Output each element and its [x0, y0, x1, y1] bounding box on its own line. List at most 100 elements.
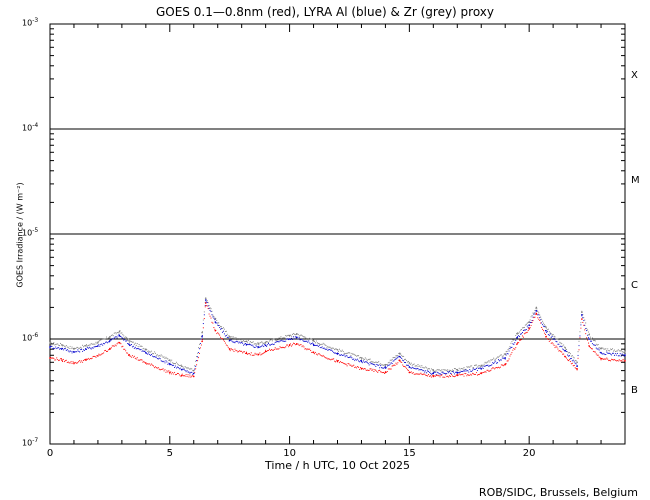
trace-dot [612, 359, 615, 361]
trace-dot [259, 352, 261, 354]
trace-dot [96, 345, 98, 347]
trace-dot [481, 372, 483, 374]
trace-dot [319, 344, 321, 346]
trace-dot [514, 342, 516, 344]
data-point [168, 363, 171, 365]
trace-dot [275, 340, 277, 342]
trace-dot [227, 346, 229, 348]
trace-dot [113, 337, 115, 339]
trace-dot [216, 322, 218, 324]
trace-dot [355, 358, 357, 360]
trace-dot [83, 345, 86, 347]
data-point [204, 299, 207, 301]
trace-dot [94, 343, 96, 345]
trace-dot [247, 339, 249, 341]
trace-dot [200, 338, 202, 340]
trace-dot [88, 359, 90, 361]
trace-dot [538, 312, 540, 314]
trace-dot [465, 373, 467, 375]
trace-dot [488, 360, 490, 362]
trace-dot [203, 311, 205, 313]
trace-dot [91, 343, 93, 345]
trace-dot [155, 356, 157, 358]
trace-dot [70, 348, 72, 350]
trace-dot [476, 366, 478, 368]
trace-dot [500, 354, 502, 356]
trace-dot [432, 374, 434, 376]
trace-dot [96, 343, 98, 345]
trace-dot [423, 367, 425, 369]
trace-dot [453, 376, 455, 378]
trace-dot [397, 356, 399, 358]
trace-dot [602, 353, 604, 355]
trace-dot [256, 346, 258, 348]
trace-dot [394, 364, 396, 366]
trace-dot [51, 344, 53, 346]
data-point [360, 357, 363, 359]
trace-dot [421, 369, 423, 371]
trace-dot [533, 313, 535, 316]
trace-dot [279, 340, 281, 342]
trace-dot [221, 331, 224, 333]
trace-dot [470, 373, 472, 375]
trace-dot [395, 355, 397, 357]
trace-dot [239, 341, 241, 343]
trace-dot [620, 349, 622, 352]
trace-dot [364, 368, 366, 370]
trace-dot [315, 353, 317, 355]
trace-dot [415, 368, 417, 370]
trace-dot [60, 358, 63, 360]
trace-dot [185, 374, 187, 376]
trace-dot [310, 338, 312, 340]
trace-dot [245, 340, 248, 342]
trace-dot [435, 374, 437, 377]
trace-dot [494, 359, 496, 361]
y-tick-label: 10-7 [22, 437, 39, 448]
trace-dot [419, 365, 421, 367]
trace-dot [146, 363, 148, 365]
trace-dot [601, 353, 603, 355]
trace-dot [542, 330, 545, 332]
trace-dot [527, 330, 529, 332]
trace-dot [377, 371, 379, 373]
trace-dot [454, 368, 456, 370]
data-point [61, 359, 63, 361]
trace-dot [560, 345, 562, 347]
trace-dot [606, 357, 608, 359]
trace-dot [177, 372, 179, 375]
trace-dot [442, 372, 444, 374]
trace-dot [197, 351, 200, 354]
trace-dot [149, 354, 151, 356]
trace-dot [435, 373, 437, 376]
trace-dot [256, 343, 258, 345]
data-point [312, 343, 315, 346]
trace-dot [191, 371, 193, 373]
trace-dot [620, 355, 622, 357]
trace-dot [237, 341, 239, 343]
trace-dot [559, 346, 561, 348]
trace-dot [567, 360, 570, 362]
trace-dot [241, 350, 243, 352]
trace-dot [439, 370, 441, 372]
trace-dot [140, 359, 142, 361]
trace-dot [60, 348, 63, 350]
trace-dot [68, 347, 70, 349]
trace-dot [177, 364, 179, 366]
trace-dot [390, 368, 392, 370]
trace-dot [506, 350, 508, 352]
trace-dot [457, 372, 459, 374]
trace-dot [375, 369, 377, 371]
trace-dot [496, 362, 498, 364]
trace-dot [601, 357, 603, 360]
trace-dot [369, 362, 371, 364]
trace-dot [131, 341, 133, 343]
trace-dot [453, 368, 455, 370]
trace-dot [274, 347, 276, 349]
trace-dot [208, 313, 210, 315]
trace-dot [424, 367, 426, 369]
trace-dot [116, 343, 118, 345]
trace-dot [146, 353, 148, 355]
trace-dot [566, 359, 569, 361]
trace-dot [437, 369, 439, 371]
trace-dot [66, 346, 68, 348]
